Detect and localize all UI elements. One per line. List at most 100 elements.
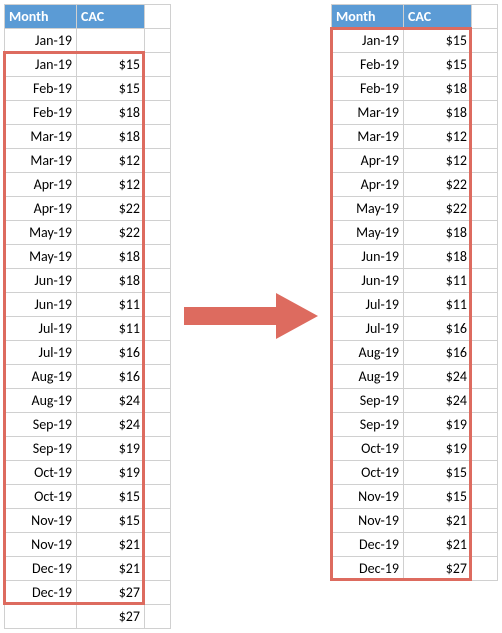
cell-cac[interactable]: $22: [404, 173, 472, 197]
cell-month[interactable]: Dec-19: [5, 581, 77, 605]
cell-cac[interactable]: $16: [77, 365, 145, 389]
cell-month[interactable]: Apr-19: [332, 173, 404, 197]
cell-month[interactable]: Jun-19: [5, 293, 77, 317]
cell-month[interactable]: Nov-19: [332, 485, 404, 509]
col-header-month[interactable]: Month: [332, 5, 404, 29]
cell-cac[interactable]: $22: [404, 197, 472, 221]
cell-month[interactable]: Mar-19: [332, 125, 404, 149]
cell-month[interactable]: Dec-19: [332, 557, 404, 581]
cell-cac[interactable]: [77, 29, 145, 53]
cell-month[interactable]: Mar-19: [5, 149, 77, 173]
cell-cac[interactable]: $15: [404, 29, 472, 53]
cell-month[interactable]: Jul-19: [332, 293, 404, 317]
cell-cac[interactable]: $22: [77, 221, 145, 245]
cell-month[interactable]: Dec-19: [5, 557, 77, 581]
cell-month[interactable]: Nov-19: [5, 509, 77, 533]
cell-cac[interactable]: $16: [404, 341, 472, 365]
cell-cac[interactable]: $16: [404, 317, 472, 341]
cell-month[interactable]: Sep-19: [5, 437, 77, 461]
cell-month[interactable]: Nov-19: [332, 509, 404, 533]
cell-month[interactable]: Aug-19: [5, 365, 77, 389]
cell-month[interactable]: Feb-19: [332, 53, 404, 77]
cell-month[interactable]: Jan-19: [332, 29, 404, 53]
cell-cac[interactable]: $15: [77, 485, 145, 509]
cell-month[interactable]: Apr-19: [5, 197, 77, 221]
cell-cac[interactable]: $11: [404, 269, 472, 293]
cell-cac[interactable]: $15: [77, 77, 145, 101]
cell-cac[interactable]: $12: [77, 149, 145, 173]
cell-cac[interactable]: $27: [404, 557, 472, 581]
cell-month[interactable]: May-19: [5, 245, 77, 269]
cell-month[interactable]: [5, 605, 77, 629]
cell-month[interactable]: Jan-19: [5, 29, 77, 53]
cell-cac[interactable]: $15: [77, 53, 145, 77]
cell-cac[interactable]: $21: [77, 533, 145, 557]
cell-month[interactable]: Apr-19: [5, 173, 77, 197]
cell-month[interactable]: May-19: [5, 221, 77, 245]
cell-month[interactable]: Sep-19: [332, 413, 404, 437]
cell-cac[interactable]: $22: [77, 197, 145, 221]
cell-cac[interactable]: $27: [77, 581, 145, 605]
cell-cac[interactable]: $11: [404, 293, 472, 317]
cell-month[interactable]: Aug-19: [332, 341, 404, 365]
cell-cac[interactable]: $19: [404, 437, 472, 461]
cell-month[interactable]: Jul-19: [5, 317, 77, 341]
cell-cac[interactable]: $16: [77, 341, 145, 365]
cell-month[interactable]: Apr-19: [332, 149, 404, 173]
cell-cac[interactable]: $27: [77, 605, 145, 629]
cell-cac[interactable]: $21: [404, 509, 472, 533]
cell-month[interactable]: Mar-19: [5, 125, 77, 149]
col-header-cac[interactable]: CAC: [77, 5, 145, 29]
cell-month[interactable]: Feb-19: [5, 77, 77, 101]
cell-month[interactable]: Jul-19: [332, 317, 404, 341]
cell-month[interactable]: Jun-19: [5, 269, 77, 293]
cell-month[interactable]: Sep-19: [332, 389, 404, 413]
cell-cac[interactable]: $18: [77, 125, 145, 149]
cell-cac[interactable]: $15: [404, 485, 472, 509]
cell-month[interactable]: Oct-19: [332, 461, 404, 485]
cell-cac[interactable]: $19: [404, 413, 472, 437]
cell-cac[interactable]: $15: [404, 461, 472, 485]
cell-cac[interactable]: $18: [77, 269, 145, 293]
cell-month[interactable]: Aug-19: [332, 365, 404, 389]
cell-month[interactable]: Feb-19: [5, 101, 77, 125]
cell-month[interactable]: Jun-19: [332, 245, 404, 269]
cell-cac[interactable]: $21: [404, 533, 472, 557]
cell-cac[interactable]: $24: [404, 389, 472, 413]
cell-month[interactable]: Nov-19: [5, 533, 77, 557]
cell-cac[interactable]: $19: [77, 461, 145, 485]
cell-cac[interactable]: $12: [77, 173, 145, 197]
cell-month[interactable]: May-19: [332, 197, 404, 221]
cell-cac[interactable]: $19: [77, 437, 145, 461]
cell-cac[interactable]: $15: [77, 509, 145, 533]
cell-month[interactable]: Sep-19: [5, 413, 77, 437]
cell-cac[interactable]: $12: [404, 125, 472, 149]
col-header-cac[interactable]: CAC: [404, 5, 472, 29]
cell-month[interactable]: Oct-19: [332, 437, 404, 461]
col-header-month[interactable]: Month: [5, 5, 77, 29]
cell-cac[interactable]: $11: [77, 293, 145, 317]
cell-month[interactable]: Jan-19: [5, 53, 77, 77]
cell-cac[interactable]: $18: [404, 245, 472, 269]
cell-cac[interactable]: $24: [404, 365, 472, 389]
cell-cac[interactable]: $24: [77, 389, 145, 413]
cell-month[interactable]: Jun-19: [332, 269, 404, 293]
cell-cac[interactable]: $24: [77, 413, 145, 437]
cell-cac[interactable]: $18: [404, 77, 472, 101]
cell-cac[interactable]: $18: [77, 101, 145, 125]
cell-cac[interactable]: $21: [77, 557, 145, 581]
cell-month[interactable]: Mar-19: [332, 101, 404, 125]
cell-month[interactable]: May-19: [332, 221, 404, 245]
cell-cac[interactable]: $11: [77, 317, 145, 341]
cell-month[interactable]: Aug-19: [5, 389, 77, 413]
cell-cac[interactable]: $12: [404, 149, 472, 173]
cell-cac[interactable]: $18: [404, 221, 472, 245]
cell-cac[interactable]: $18: [77, 245, 145, 269]
cell-cac[interactable]: $15: [404, 53, 472, 77]
cell-month[interactable]: Jul-19: [5, 341, 77, 365]
cell-month[interactable]: Dec-19: [332, 533, 404, 557]
cell-month[interactable]: Feb-19: [332, 77, 404, 101]
cell-cac[interactable]: $18: [404, 101, 472, 125]
cell-month[interactable]: Oct-19: [5, 485, 77, 509]
cell-month[interactable]: Oct-19: [5, 461, 77, 485]
